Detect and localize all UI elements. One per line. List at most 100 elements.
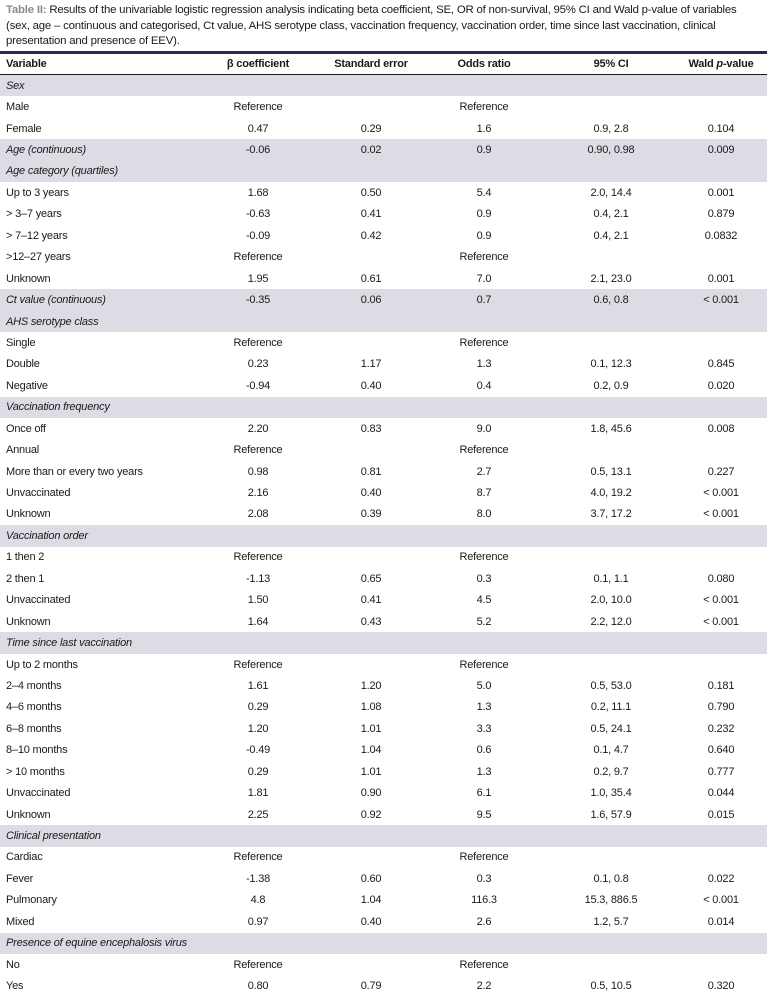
- table-row: 2–4 months 1.61 1.20 5.0 0.5, 53.0 0.181: [0, 675, 767, 696]
- cell-ci: 3.7, 17.2: [590, 508, 632, 521]
- cell-wald-p: 0.014: [707, 915, 735, 928]
- cell-wald-p: 0.0832: [704, 229, 738, 242]
- cell-variable: Age category (quartiles): [0, 160, 195, 183]
- table-row: Male Reference Reference: [0, 96, 767, 117]
- cell-odds-ratio: 5.0: [476, 679, 492, 692]
- table-row: More than or every two years 0.98 0.81 2.7 0…: [0, 461, 767, 482]
- cell-se: [321, 310, 421, 333]
- cell-wald-p: < 0.001: [703, 508, 739, 521]
- cell-wald-p: [675, 632, 767, 654]
- cell-se: 1.01: [360, 722, 382, 735]
- cell-beta: 2.08: [247, 508, 269, 521]
- cell-wald-p: [675, 932, 767, 954]
- cell-wald-p: < 0.001: [703, 594, 739, 607]
- cell-se: [321, 439, 421, 460]
- cell-ci: 0.5, 10.5: [590, 980, 632, 993]
- cell-beta: 2.16: [247, 487, 269, 500]
- cell-odds-ratio: 2.6: [476, 915, 492, 928]
- cell-se: 0.43: [360, 615, 382, 628]
- caption-text: Results of the univariable logistic regr…: [6, 4, 737, 48]
- cell-se: [321, 825, 421, 847]
- table-row: No Reference Reference: [0, 954, 767, 975]
- cell-se: 0.61: [360, 272, 382, 285]
- cell-wald-p: 0.015: [707, 808, 735, 821]
- cell-ci: 1.0, 35.4: [590, 787, 632, 800]
- cell-ci: 1.6, 57.9: [590, 808, 632, 821]
- cell-ci: [547, 310, 675, 333]
- regression-table: Variable β coefficient Standard error Od…: [0, 51, 767, 997]
- cell-se: 1.04: [360, 894, 382, 907]
- cell-odds-ratio: [421, 160, 547, 183]
- cell-variable: > 10 months: [6, 765, 65, 778]
- cell-variable: Vaccination frequency: [0, 396, 195, 418]
- table-header-row: Variable β coefficient Standard error Od…: [0, 52, 767, 75]
- cell-ci: 0.1, 12.3: [590, 358, 632, 371]
- table-row: Annual Reference Reference: [0, 439, 767, 460]
- section-row: Ct value (continuous) -0.35 0.06 0.7 0.6, 0.…: [0, 289, 767, 311]
- section-row: Sex: [0, 74, 767, 97]
- cell-variable: 2–4 months: [6, 679, 62, 692]
- cell-beta: [195, 396, 321, 418]
- cell-se: 1.04: [360, 744, 382, 757]
- cell-se: [321, 247, 421, 268]
- cell-variable: Time since last vaccination: [0, 632, 195, 654]
- cell-ci: [547, 160, 675, 183]
- table-row: 8–10 months -0.49 1.04 0.6 0.1, 4.7 0.640: [0, 740, 767, 761]
- cell-odds-ratio: [421, 825, 547, 847]
- cell-se: [321, 74, 421, 97]
- cell-odds-ratio: 5.4: [476, 186, 492, 199]
- cell-se: 1.17: [360, 358, 382, 371]
- table-row: 4–6 months 0.29 1.08 1.3 0.2, 11.1 0.790: [0, 697, 767, 718]
- cell-wald-p: < 0.001: [703, 894, 739, 907]
- cell-wald-p: [675, 654, 767, 675]
- cell-ci: 1.8, 45.6: [590, 422, 632, 435]
- cell-variable: 1 then 2: [6, 551, 45, 564]
- cell-se: 0.65: [360, 572, 382, 585]
- cell-variable: 4–6 months: [6, 701, 62, 714]
- cell-se: [321, 332, 421, 353]
- cell-variable: Single: [6, 336, 36, 349]
- cell-beta: Reference: [233, 551, 283, 564]
- table-row: > 10 months 0.29 1.01 1.3 0.2, 9.7 0.777: [0, 761, 767, 782]
- cell-ci: [547, 825, 675, 847]
- cell-odds-ratio: 0.4: [476, 379, 492, 392]
- cell-ci: [547, 525, 675, 547]
- cell-wald-p: [675, 547, 767, 568]
- cell-se: 0.40: [360, 487, 382, 500]
- cell-wald-p: 0.879: [707, 208, 735, 221]
- cell-se: 0.02: [321, 139, 421, 161]
- cell-odds-ratio: Reference: [459, 336, 509, 349]
- cell-ci: [547, 396, 675, 418]
- cell-se: 0.90: [360, 787, 382, 800]
- cell-odds-ratio: Reference: [459, 444, 509, 457]
- table-row: Unvaccinated 1.81 0.90 6.1 1.0, 35.4 0.044: [0, 782, 767, 803]
- table-row: Once off 2.20 0.83 9.0 1.8, 45.6 0.008: [0, 418, 767, 439]
- cell-ci: [547, 954, 675, 975]
- cell-beta: Reference: [233, 101, 283, 114]
- header-wald: Wald p-value: [688, 58, 754, 70]
- cell-variable: More than or every two years: [6, 465, 143, 478]
- cell-wald-p: [675, 396, 767, 418]
- cell-odds-ratio: 7.0: [476, 272, 492, 285]
- cell-beta: Reference: [233, 444, 283, 457]
- cell-odds-ratio: [421, 310, 547, 333]
- cell-wald-p: < 0.001: [703, 615, 739, 628]
- section-row: AHS serotype class: [0, 310, 767, 333]
- table-row: Pulmonary 4.8 1.04 116.3 15.3, 886.5 < 0.001: [0, 890, 767, 911]
- cell-se: [321, 396, 421, 418]
- cell-odds-ratio: [421, 932, 547, 954]
- cell-variable: Once off: [6, 422, 46, 435]
- cell-odds-ratio: 2.2: [476, 980, 492, 993]
- cell-wald-p: < 0.001: [675, 289, 767, 311]
- cell-ci: [547, 654, 675, 675]
- cell-wald-p: 0.320: [707, 980, 735, 993]
- cell-beta: 0.97: [247, 915, 269, 928]
- cell-odds-ratio: 1.3: [476, 701, 492, 714]
- cell-ci: 2.2, 12.0: [590, 615, 632, 628]
- cell-se: 0.42: [360, 229, 382, 242]
- cell-ci: 0.5, 53.0: [590, 679, 632, 692]
- table-row: 1 then 2 Reference Reference: [0, 547, 767, 568]
- table-row: Unvaccinated 2.16 0.40 8.7 4.0, 19.2 < 0.001: [0, 482, 767, 503]
- cell-beta: 1.20: [247, 722, 269, 735]
- cell-variable: Fever: [6, 872, 34, 885]
